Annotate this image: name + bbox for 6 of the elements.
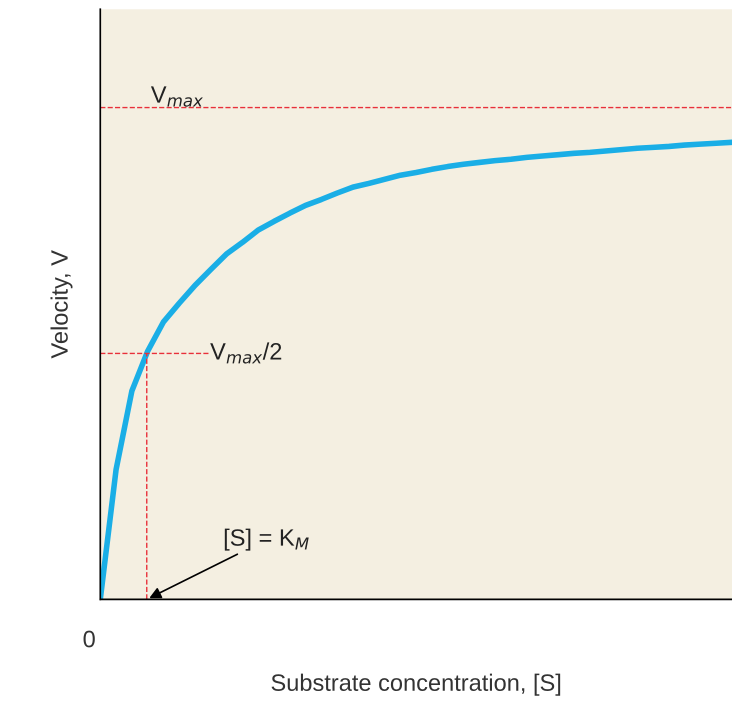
x-axis-title: Substrate concentration, [S]	[272, 674, 560, 696]
text: 0	[84, 630, 95, 648]
ref-line-label: V$_{max}$	[150, 86, 203, 107]
y-axis-title: Velocity, V	[50, 250, 73, 358]
ref-line-label: V$_{max}$/2	[210, 342, 282, 364]
annotation: [S] = K$_{M}$	[224, 528, 309, 551]
